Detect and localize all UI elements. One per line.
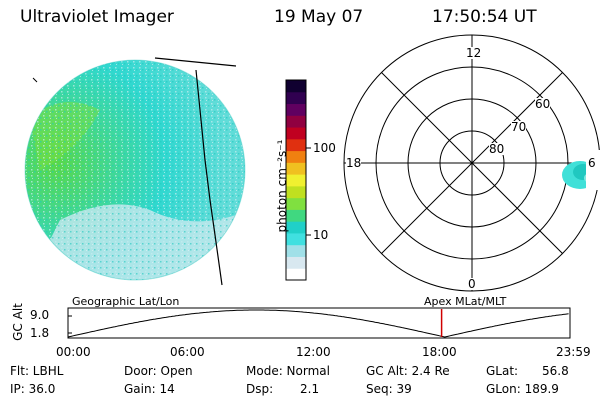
time-label: 17:50:54 UT [432,7,537,27]
label-bg [586,150,600,190]
info-glat-value: 56.8 [542,364,569,378]
earth-image [25,60,245,280]
colorbar-segment [286,185,306,199]
colorbar-segment [286,91,306,105]
colorbar-frame [285,79,307,281]
polar-label-0: 0 [468,277,476,291]
colorbar-segment [286,103,306,116]
polar-plot [343,34,600,292]
colorbar-segment [286,209,306,222]
earth-limb [24,59,246,281]
y-tick-label-9: 9.0 [30,308,50,322]
colorbar-label-100: 100 [313,141,336,155]
info-glon: GLon: 189.9 [486,382,559,396]
colorbar-segment [286,115,306,128]
x-tick-1200: 12:00 [296,345,331,359]
x-tick-2359: 23:59 [556,345,591,359]
polar-ring-60: 60 [535,97,551,111]
horizon-line [154,57,237,67]
gc-alt-label: GC Alt [11,303,25,341]
terminator-line [195,69,223,286]
date-label: 19 May 07 [274,7,364,27]
colorbar-label-10: 10 [313,228,329,242]
info-door: Door: Open [124,364,193,378]
colorbar-segment [286,127,306,140]
colorbar-segment [286,174,306,187]
polar-label-12: 12 [466,46,482,60]
tick-mark [32,77,38,83]
app-title: Ultraviolet Imager [20,7,174,27]
colorbar-segment [286,268,306,281]
info-mode: Mode: Normal [246,364,330,378]
colorbar-segment [286,256,306,269]
colorbar-segment [286,138,306,152]
colorbar-segment [286,221,306,234]
info-gain: Gain: 14 [124,382,175,396]
altitude-curve [67,309,569,338]
colorbar-segment [286,150,306,163]
x-tick-0000: 00:00 [56,345,91,359]
polar-ring-80: 80 [489,142,505,156]
x-tick-1800: 18:00 [422,345,457,359]
polar-label-18: 18 [346,156,362,170]
colorbar-unit-label: photon cm⁻²s⁻¹ [275,139,289,233]
x-tick-0600: 06:00 [170,345,205,359]
apex-title: Apex MLat/MLT [424,295,507,308]
colorbar-segment [286,197,306,210]
info-seq: Seq: 39 [366,382,412,396]
info-dsp-value: 2.1 [300,382,320,396]
info-ip: IP: 36.0 [10,382,56,396]
colorbar [286,80,306,281]
info-gc-alt: GC Alt: 2.4 Re [366,364,450,378]
polar-label-6: 6 [588,156,596,170]
polar-ring-70: 70 [511,120,527,134]
info-filter: Flt: LBHL [10,364,64,378]
colorbar-segment [286,162,306,175]
colorbar-segment [286,80,306,93]
colorbar-segment [286,232,306,246]
geo-title: Geographic Lat/Lon [72,295,180,308]
info-dsp: Dsp: [246,382,274,396]
y-tick-label-1: 1.8 [30,326,50,340]
timeline-frame [67,307,571,339]
info-glat: GLat: [486,364,519,378]
colorbar-segment [286,244,306,257]
